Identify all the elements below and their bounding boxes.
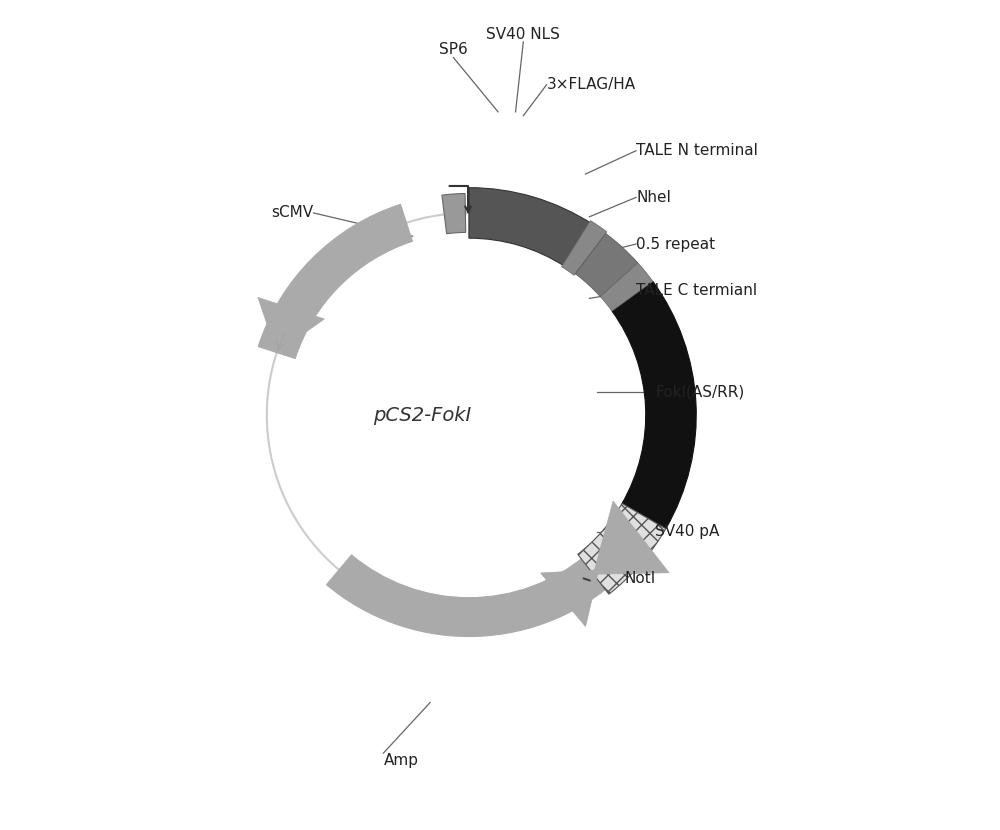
- Text: TALE C termianl: TALE C termianl: [636, 283, 757, 298]
- Text: 3×FLAG/HA: 3×FLAG/HA: [547, 77, 636, 92]
- Wedge shape: [562, 221, 607, 276]
- Text: SV40 pA: SV40 pA: [655, 524, 720, 540]
- Polygon shape: [541, 570, 599, 627]
- Wedge shape: [258, 204, 412, 359]
- Text: 0.5 repeat: 0.5 repeat: [636, 237, 715, 251]
- Wedge shape: [600, 263, 653, 311]
- Wedge shape: [578, 504, 666, 594]
- Wedge shape: [469, 188, 593, 266]
- Wedge shape: [612, 281, 696, 529]
- Text: TALE N terminal: TALE N terminal: [636, 144, 758, 159]
- Polygon shape: [258, 297, 324, 353]
- Text: NotI: NotI: [624, 571, 656, 586]
- Wedge shape: [575, 233, 638, 296]
- Text: sCMV: sCMV: [271, 205, 313, 221]
- Text: SV40 NLS: SV40 NLS: [486, 27, 560, 42]
- Text: FokI(AS/RR): FokI(AS/RR): [655, 384, 745, 399]
- Wedge shape: [442, 193, 466, 234]
- Wedge shape: [327, 555, 611, 637]
- Text: pCS2-FokI: pCS2-FokI: [373, 406, 471, 424]
- Text: Amp: Amp: [383, 753, 418, 768]
- Polygon shape: [593, 501, 669, 574]
- Text: SP6: SP6: [439, 42, 468, 57]
- Text: NheI: NheI: [636, 190, 671, 205]
